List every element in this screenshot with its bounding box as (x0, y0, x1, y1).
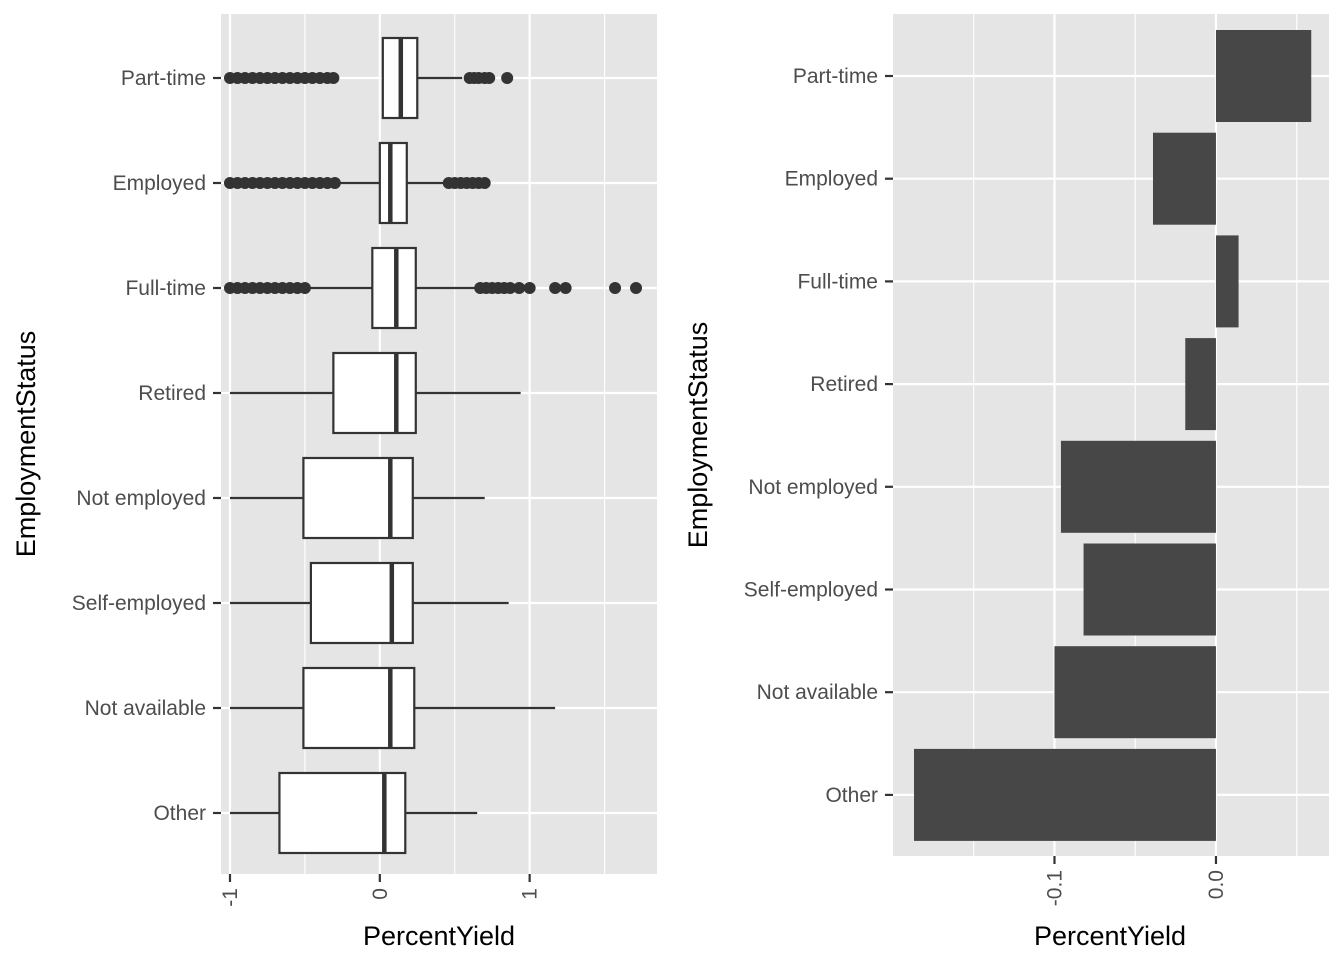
box-iqr (302, 456, 414, 540)
outlier-point (609, 282, 622, 294)
outlier-point (478, 177, 491, 189)
box-iqr (302, 666, 416, 750)
y-tick-label: Part-time (793, 65, 878, 88)
bar-y-axis-title: EmploymentStatus (683, 322, 713, 549)
y-tick-label: Not available (85, 697, 206, 720)
y-tick-label: Employed (113, 172, 206, 195)
bar-x-axis-title: PercentYield (1034, 921, 1186, 951)
box-self-employed (229, 561, 509, 645)
box-employed (223, 141, 491, 225)
bar-x-ticks: -0.1 0.0 (1043, 856, 1228, 906)
outlier-point (504, 282, 517, 294)
bar-not-employed (1060, 440, 1216, 533)
outlier-point (559, 282, 572, 294)
box-full-time (223, 246, 643, 330)
box-iqr (332, 351, 417, 435)
y-tick-label: Not available (757, 681, 878, 704)
y-tick-label: Not employed (76, 487, 206, 510)
y-tick-label: Other (153, 802, 206, 825)
box-not-employed (229, 456, 485, 540)
outlier-point (630, 282, 643, 294)
y-tick-label: Self-employed (72, 592, 206, 615)
bar-other (913, 748, 1216, 841)
box-not-available (229, 666, 556, 750)
bar-panel: Part-time Employed Full-time Retired Not emp… (683, 14, 1329, 951)
box-iqr (309, 561, 414, 645)
boxplot-boxes (223, 36, 643, 855)
x-tick-label: -1 (219, 888, 242, 907)
boxplot-panel: Part-time Employed Full-time Retired Not emp… (11, 14, 657, 951)
x-tick-label: 0.0 (1205, 870, 1228, 899)
bar-self-employed (1083, 543, 1216, 636)
outlier-point (501, 72, 514, 84)
y-tick-label: Part-time (121, 67, 206, 90)
bar-full-time (1215, 235, 1239, 328)
bar-y-ticks: Part-time Employed Full-time Retired Not emp… (744, 65, 893, 807)
y-tick-label: Self-employed (744, 579, 878, 602)
outlier-point (298, 282, 311, 294)
x-tick-label: -0.1 (1043, 870, 1066, 906)
box-other (229, 771, 478, 855)
outlier-point (549, 282, 562, 294)
boxplot-x-axis-title: PercentYield (363, 921, 515, 951)
x-tick-label: 0 (369, 888, 392, 900)
bar-part-time (1215, 30, 1312, 122)
y-tick-label: Not employed (748, 476, 878, 499)
boxplot-y-axis-title: EmploymentStatus (11, 331, 41, 558)
x-tick-label: 1 (519, 888, 542, 900)
boxplot-plot-background (221, 14, 657, 874)
outlier-point (523, 282, 536, 294)
y-tick-label: Other (825, 784, 878, 807)
outlier-point (483, 72, 496, 84)
outlier-point (513, 282, 526, 294)
box-part-time (223, 36, 514, 120)
box-iqr (378, 141, 408, 225)
box-retired (229, 351, 521, 435)
boxplot-y-ticks: Part-time Employed Full-time Retired Not emp… (72, 67, 221, 825)
bar-retired (1185, 338, 1216, 431)
y-tick-label: Employed (785, 168, 878, 191)
bar-not-available (1054, 646, 1216, 739)
outlier-point (327, 72, 340, 84)
bar-employed (1152, 132, 1216, 225)
outlier-point (328, 177, 341, 189)
y-tick-label: Retired (810, 373, 878, 396)
y-tick-label: Full-time (797, 270, 878, 293)
boxplot-x-ticks: -1 0 1 (219, 874, 542, 907)
y-tick-label: Full-time (125, 277, 206, 300)
bar-bars (913, 30, 1312, 841)
y-tick-label: Retired (138, 382, 206, 405)
